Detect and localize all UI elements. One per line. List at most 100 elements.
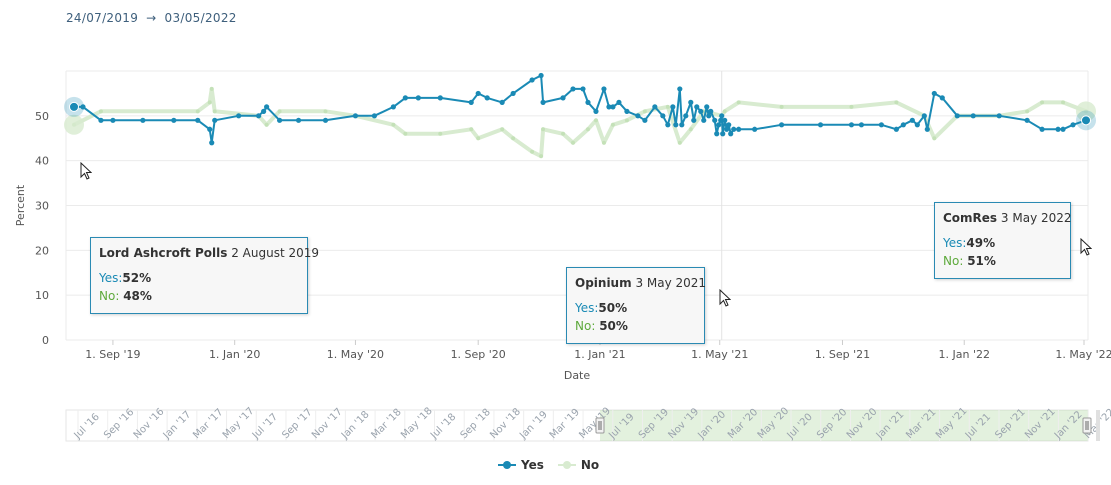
point-no (624, 118, 629, 123)
tooltip-pollster: ComRes (943, 211, 998, 225)
point-no (665, 104, 670, 109)
point-yes (390, 104, 396, 110)
point-no (469, 127, 474, 132)
point-yes (914, 122, 920, 128)
point-no (511, 136, 516, 141)
navigator-handle-icon[interactable] (595, 417, 605, 434)
tooltip-date: 3 May 2022 (1000, 211, 1072, 225)
point-yes (679, 122, 685, 128)
tooltip-yes-value: 52% (122, 271, 152, 285)
point-yes (570, 86, 576, 92)
point-yes (295, 117, 302, 123)
point-yes (538, 72, 544, 79)
point-no (736, 100, 741, 105)
point-yes (1070, 122, 1076, 128)
point-yes (209, 140, 215, 146)
point-no (1025, 109, 1030, 114)
point-no (1061, 100, 1066, 105)
point-yes (371, 113, 378, 119)
point-yes (731, 126, 737, 132)
point-yes (728, 131, 734, 137)
point-no (722, 109, 727, 114)
point-yes (195, 117, 201, 123)
point-yes (939, 95, 945, 101)
tooltip-pollster: Lord Ashcroft Polls (99, 246, 228, 260)
point-yes (560, 95, 566, 101)
point-yes (540, 99, 546, 105)
point-yes (719, 113, 725, 119)
point-no (601, 140, 606, 145)
point-no (500, 127, 505, 132)
point-yes (499, 99, 505, 105)
navigator-handle-icon[interactable] (1082, 417, 1092, 434)
mouse-pointer-icon (719, 289, 731, 307)
highlight-halo-no (64, 114, 84, 135)
point-no (688, 127, 693, 132)
point-yes (484, 95, 490, 101)
point-yes (276, 117, 283, 123)
point-yes (635, 113, 641, 119)
point-yes (701, 117, 707, 123)
x-tick-label: 1. Sep '20 (451, 348, 506, 361)
tooltip-yes-value: 49% (966, 236, 996, 250)
point-yes (475, 90, 481, 97)
point-no (530, 149, 535, 154)
point-no (323, 109, 328, 114)
legend-item-yes[interactable]: Yes (498, 458, 544, 472)
highlight-point-yes (69, 101, 79, 112)
point-no (539, 154, 544, 159)
point-yes (688, 99, 694, 105)
navigator-scrollbar (1096, 410, 1100, 441)
point-yes (352, 113, 359, 119)
point-yes (606, 104, 612, 110)
point-yes (642, 117, 648, 123)
point-yes (80, 104, 86, 110)
legend: Yes No (498, 458, 613, 472)
point-yes (140, 117, 146, 123)
point-no (264, 122, 269, 127)
point-yes (652, 104, 658, 110)
range-from: 24/07/2019 (66, 11, 139, 25)
mouse-pointer-icon (80, 162, 92, 180)
point-yes (593, 108, 599, 114)
point-no (894, 100, 899, 105)
x-axis: 1. Sep '19 1. Jan '20 1. May '20 1. Sep '20… (85, 340, 1111, 361)
y-tick-label: 30 (35, 200, 49, 213)
point-yes (970, 113, 976, 119)
x-tick-label: 1. Sep '19 (85, 348, 140, 361)
point-yes (468, 99, 474, 105)
point-yes (264, 104, 270, 110)
point-yes (322, 117, 329, 123)
point-yes (924, 126, 930, 132)
point-yes (585, 99, 591, 105)
legend-label-yes: Yes (521, 458, 544, 472)
legend-item-no[interactable]: No (557, 458, 599, 472)
point-yes (437, 95, 443, 101)
point-yes (858, 122, 865, 128)
tooltip-yes-value: 50% (598, 301, 628, 315)
tooltip-date: 3 May 2021 (635, 276, 707, 290)
y-axis: 0 10 20 30 40 50 (35, 110, 49, 347)
point-yes (1060, 126, 1066, 132)
point-yes (752, 126, 758, 132)
point-yes (665, 122, 671, 128)
highlight-point-yes (1081, 115, 1091, 126)
y-tick-label: 10 (35, 289, 49, 302)
point-yes (698, 108, 704, 114)
point-yes (718, 117, 724, 123)
x-tick-label: 1. May '20 (327, 348, 384, 361)
point-no (277, 109, 282, 114)
point-no (642, 109, 647, 114)
point-yes (1039, 126, 1045, 132)
point-yes (694, 104, 700, 110)
tooltip-no-label: No: (575, 319, 596, 333)
y-tick-label: 0 (42, 334, 49, 347)
tooltip-date: 2 August 2019 (231, 246, 319, 260)
y-tick-label: 20 (35, 244, 49, 257)
point-yes (402, 95, 408, 101)
point-yes (261, 108, 267, 114)
point-no (541, 127, 546, 132)
x-tick-label: 1. Jan '20 (209, 348, 260, 361)
